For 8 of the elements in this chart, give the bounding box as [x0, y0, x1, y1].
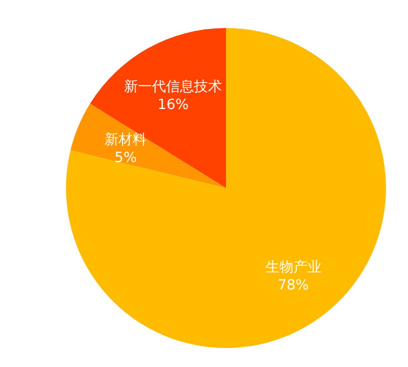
data-label: 16% — [158, 96, 189, 113]
data-label: 5% — [114, 150, 137, 166]
slice-label: 新一代信息技术 — [124, 78, 222, 95]
data-label: 78% — [278, 278, 309, 294]
slice-label: 新材料 — [104, 132, 147, 148]
slice-label: 生物产业 — [265, 260, 322, 276]
pie-slice — [90, 28, 226, 188]
pie-slice — [66, 28, 386, 348]
